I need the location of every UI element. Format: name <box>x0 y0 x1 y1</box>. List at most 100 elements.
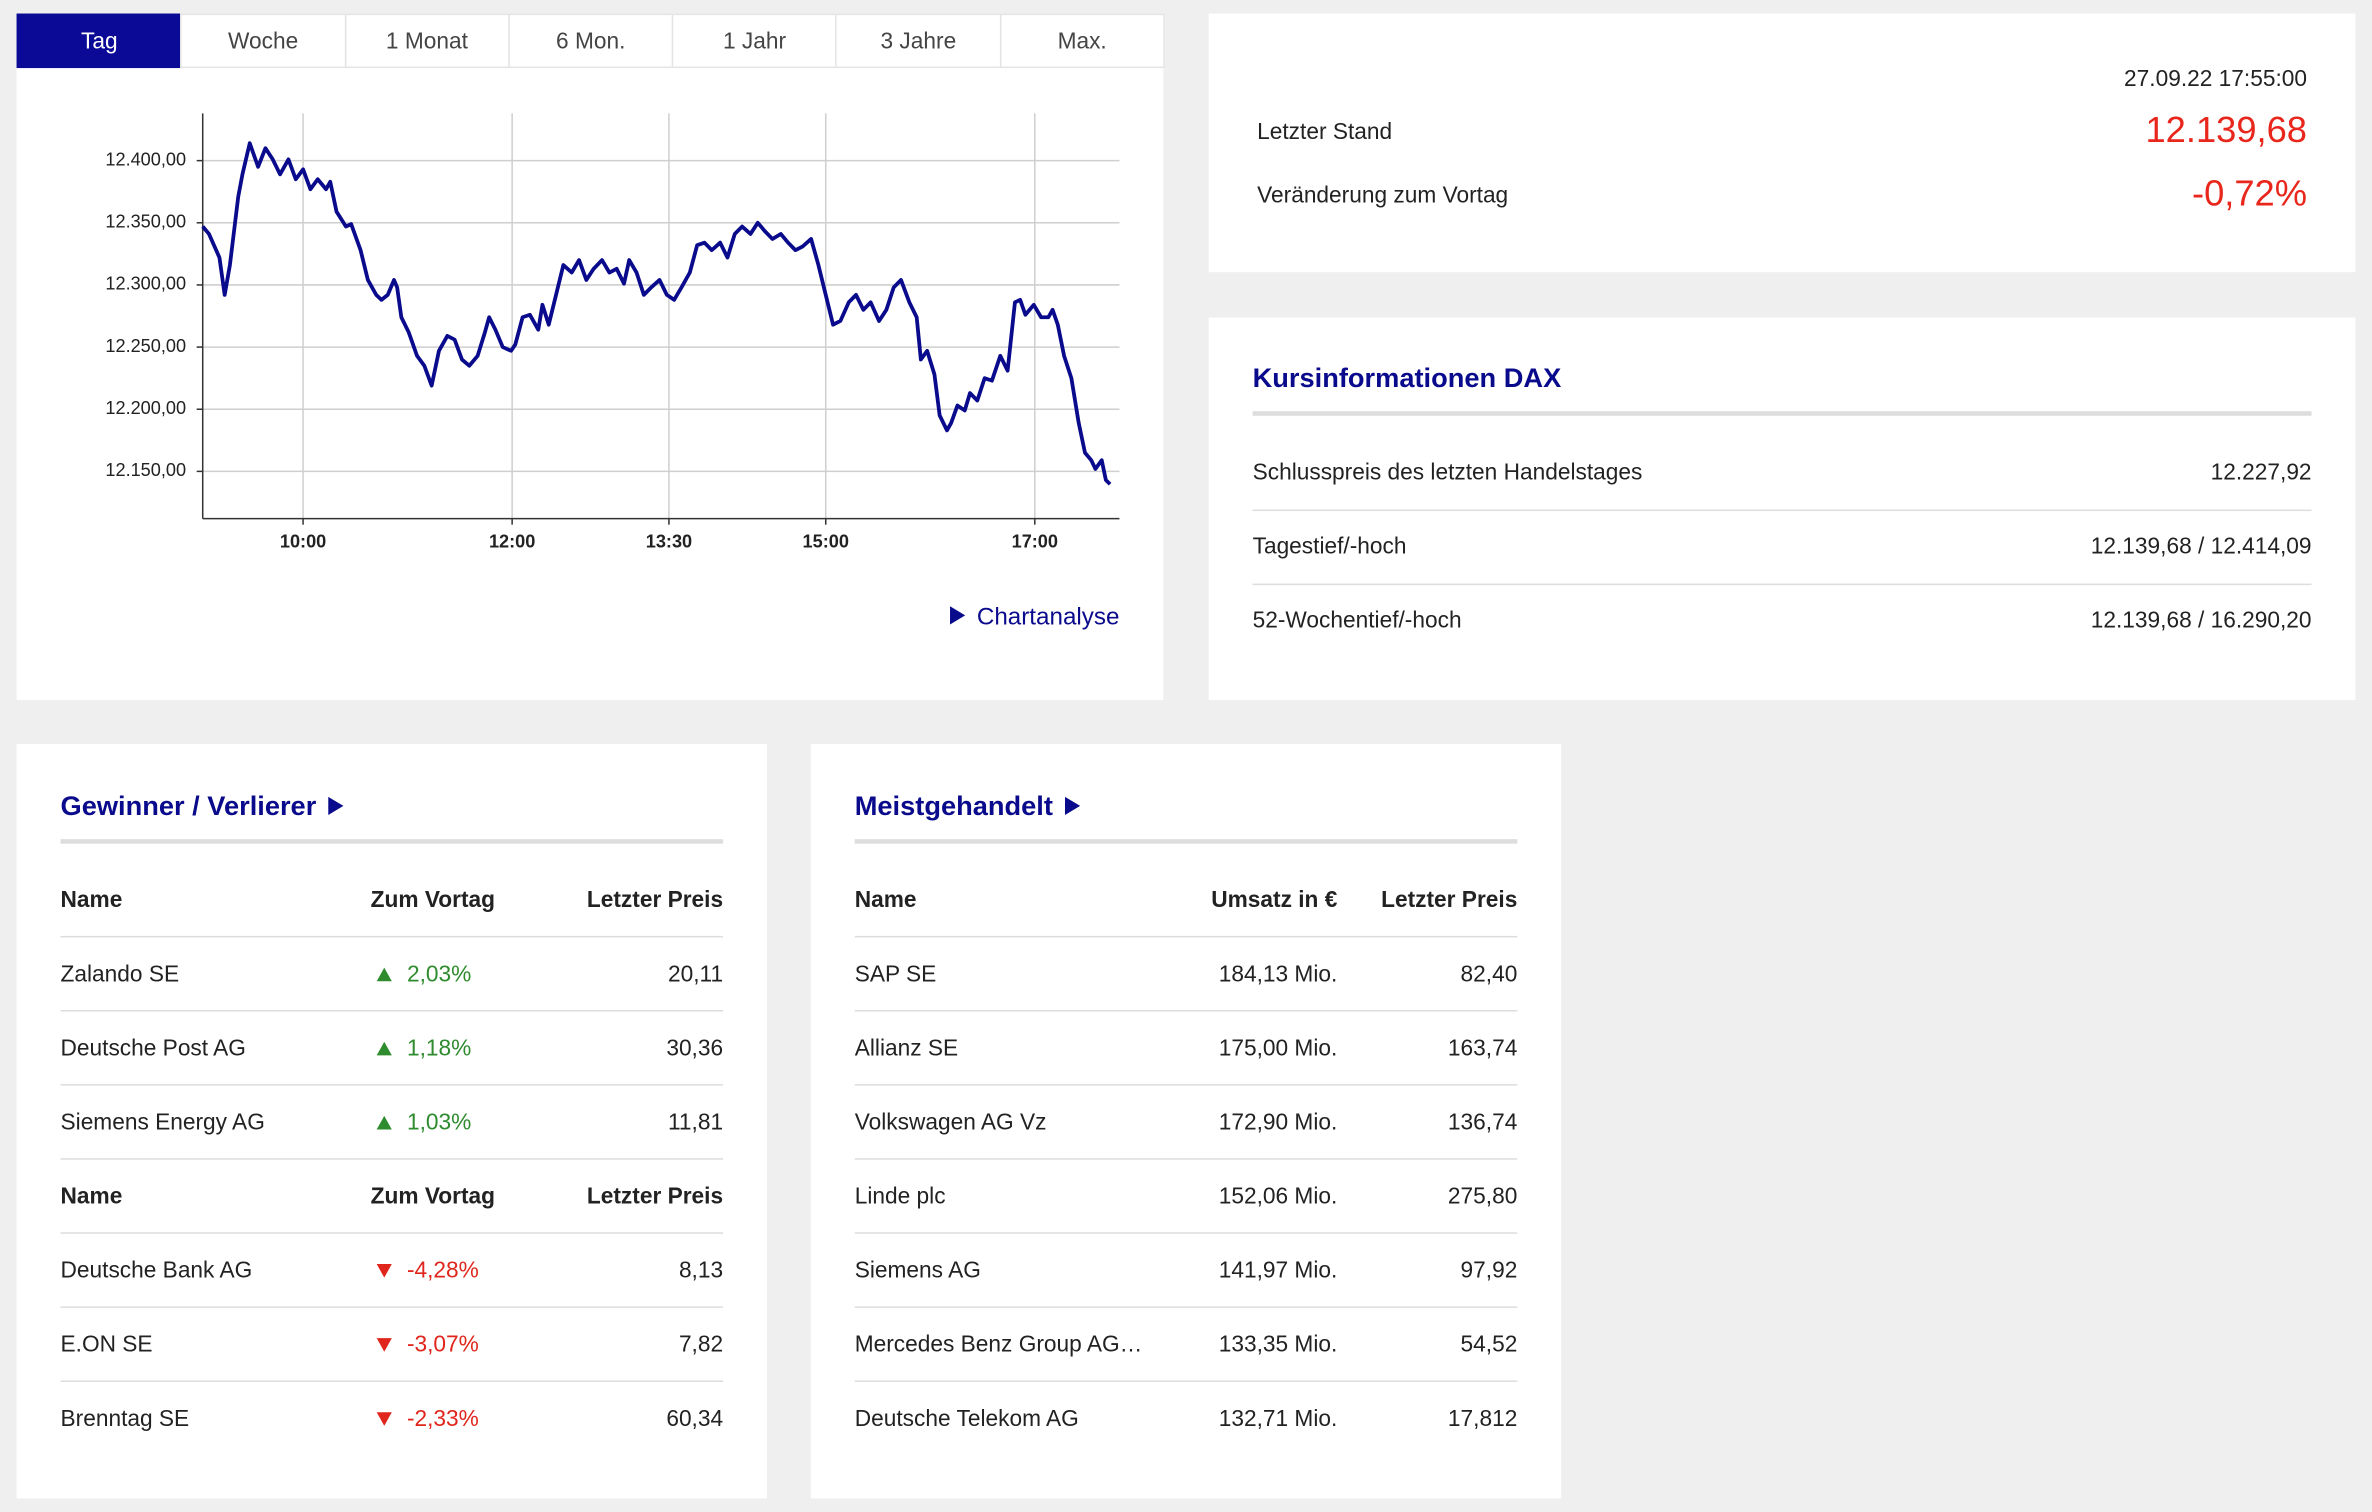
title-rule <box>1252 411 2312 416</box>
cell: 7,82 <box>678 1332 724 1358</box>
row-separator <box>854 1084 1518 1086</box>
arrow-icon <box>1065 796 1081 815</box>
x-tick-label: 17:00 <box>1012 532 1058 552</box>
x-tick-label: 10:00 <box>280 532 326 552</box>
row-separator <box>1252 583 2312 586</box>
row-separator <box>1252 509 2312 512</box>
y-tick-label: 12.200,00 <box>105 398 186 418</box>
cell: 20,11 <box>667 961 724 988</box>
down-icon <box>376 1412 392 1426</box>
quote-label: Letzter Stand <box>1257 119 1393 146</box>
row-separator <box>60 935 724 938</box>
column-header: Zum Vortag <box>370 887 496 914</box>
tab[interactable]: Max. <box>999 13 1165 69</box>
chart-panel: Tag Woche 1 Monat 6 Mon. 1 Jahr 3 Jahre Max. 1… <box>16 13 1165 701</box>
x-tick-label: 12:00 <box>489 532 535 552</box>
cell: -3,07% <box>406 1332 479 1358</box>
cell: Siemens Energy AG <box>60 1109 265 1136</box>
column-header: Letzter Preis <box>586 887 724 914</box>
row-separator <box>854 1306 1518 1308</box>
cell: 175,00 Mio. <box>1218 1035 1338 1062</box>
panel-title-link[interactable]: Meistgehandelt <box>854 790 1081 822</box>
timestamp: 27.09.22 17:55:00 <box>2124 66 2308 93</box>
movers-panel[interactable]: Gewinner / Verlierer Name Zum Vortag Letzt… <box>16 743 767 1499</box>
row-value: 12.227,92 <box>2210 459 2312 486</box>
cell: 54,52 <box>1460 1332 1518 1358</box>
cell: Siemens AG <box>854 1257 981 1284</box>
cell: 163,74 <box>1447 1035 1518 1062</box>
chart: 12.150,00 12.200,00 12.250,00 12.300,00 12.3… <box>105 113 1120 552</box>
column-header: Letzter Preis <box>1381 887 1518 914</box>
cell: Brenntag SE <box>60 1406 190 1432</box>
row-value: 12.139,68 / 16.290,20 <box>2090 607 2312 634</box>
cell: 97,92 <box>1460 1257 1518 1284</box>
quote-label: Veränderung zum Vortag <box>1257 182 1509 209</box>
row-separator <box>60 1232 724 1234</box>
cell: 60,34 <box>666 1406 724 1432</box>
y-tick-label: 12.400,00 <box>105 149 186 169</box>
tab[interactable]: Woche <box>180 13 346 69</box>
cell: SAP SE <box>854 961 937 988</box>
cell: Deutsche Bank AG <box>60 1257 253 1284</box>
row-separator <box>854 935 1518 938</box>
cell: Zalando SE <box>60 961 180 988</box>
up-icon <box>376 1041 392 1056</box>
chart-link[interactable]: Chartanalyse <box>949 604 1120 631</box>
y-tick-label: 12.150,00 <box>105 460 186 480</box>
down-icon <box>376 1338 392 1352</box>
y-tick-label: 12.350,00 <box>105 212 186 232</box>
row-separator <box>60 1306 724 1308</box>
cell: Deutsche Telekom AG <box>854 1406 1079 1432</box>
cell: Allianz SE <box>854 1035 959 1062</box>
panel-title-link[interactable]: Gewinner / Verlierer <box>60 790 344 822</box>
row-label: Tagestief/-hoch <box>1252 533 1407 560</box>
cell: 82,40 <box>1460 961 1518 988</box>
row-label: Schlusspreis des letzten Handelstages <box>1252 459 1643 486</box>
panel-title: Kursinformationen DAX <box>1252 362 1562 394</box>
y-tick-label: 12.300,00 <box>105 274 186 294</box>
cell: Mercedes Benz Group AG… <box>854 1332 1143 1358</box>
cell: 1,03% <box>406 1109 472 1136</box>
cell: -2,33% <box>406 1406 479 1432</box>
cell: 275,80 <box>1447 1183 1518 1210</box>
price-line <box>201 141 1112 486</box>
quote-panel: 27.09.22 17:55:00 Letzter Stand 12.139,6… <box>1208 13 2356 273</box>
cell: 17,812 <box>1447 1406 1518 1432</box>
cell: 132,71 Mio. <box>1218 1406 1338 1432</box>
tab[interactable]: 6 Mon. <box>508 13 674 69</box>
x-tick-label: 15:00 <box>803 532 849 552</box>
chart-link-text[interactable]: Chartanalyse <box>976 604 1120 631</box>
kurs-panel: Kursinformationen DAX Schlusspreis des l… <box>1208 317 2356 701</box>
cell: 152,06 Mio. <box>1218 1183 1338 1210</box>
tab[interactable]: 1 Jahr <box>671 13 838 69</box>
most-traded-panel[interactable]: Meistgehandelt Name Umsatz in € Letzter Pr… <box>810 743 1562 1499</box>
cell: 184,13 Mio. <box>1218 961 1338 988</box>
cell: -4,28% <box>406 1257 479 1284</box>
column-header: Name <box>60 887 123 914</box>
column-header: Name <box>854 887 917 914</box>
tab[interactable]: Tag <box>16 13 182 69</box>
column-header: Letzter Preis <box>586 1183 724 1210</box>
arrow-icon <box>328 796 344 815</box>
arrow-icon <box>949 606 965 625</box>
cell: E.ON SE <box>60 1332 153 1358</box>
row-separator <box>60 1158 724 1160</box>
cell: 1,18% <box>406 1035 472 1062</box>
panel-title[interactable]: Gewinner / Verlierer <box>60 790 317 822</box>
tab[interactable]: 1 Monat <box>344 13 510 69</box>
cell: Volkswagen AG Vz <box>854 1109 1047 1136</box>
up-icon <box>376 967 392 982</box>
tab[interactable]: 3 Jahre <box>835 13 1002 69</box>
cell: 136,74 <box>1447 1109 1518 1136</box>
row-value: 12.139,68 / 12.414,09 <box>2090 533 2312 560</box>
up-icon <box>376 1115 392 1130</box>
cell: 2,03% <box>406 961 472 988</box>
cell: 172,90 Mio. <box>1218 1109 1338 1136</box>
cell: 133,35 Mio. <box>1218 1332 1338 1358</box>
panel-title[interactable]: Meistgehandelt <box>854 790 1053 822</box>
cell: 11,81 <box>667 1109 724 1136</box>
quote-value: -0,72% <box>2191 173 2308 215</box>
cell: 30,36 <box>666 1035 724 1062</box>
